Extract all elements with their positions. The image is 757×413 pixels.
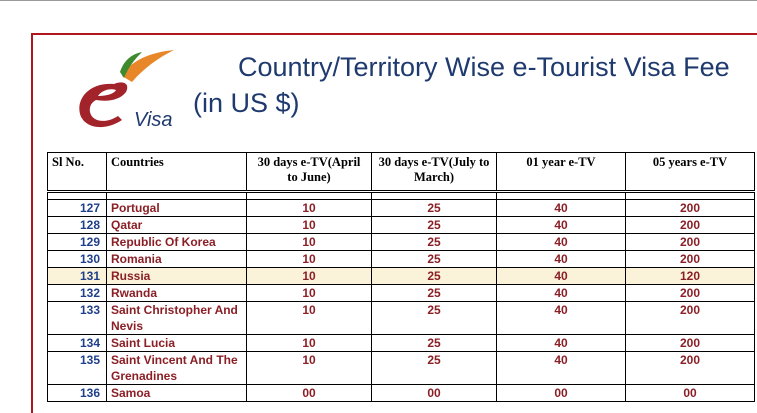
fee-cell: 25 — [371, 334, 497, 352]
country-cell: Portugal — [106, 199, 247, 217]
page-title: Country/Territory Wise e-Tourist Visa Fe… — [238, 52, 730, 82]
fee-cell: 200 — [625, 351, 755, 385]
sl-cell: 129 — [47, 233, 107, 251]
sl-cell: 132 — [47, 284, 107, 302]
fee-cell: 10 — [246, 351, 372, 385]
col-country-header: Countries — [106, 152, 247, 193]
col-30days-jul-mar-header: 30 days e-TV(July to March) — [371, 152, 497, 193]
fee-cell: 200 — [625, 233, 755, 251]
fee-cell: 40 — [496, 199, 626, 217]
country-cell: Saint Lucia — [106, 334, 247, 352]
fee-cell: 200 — [625, 216, 755, 234]
logo-text: Visa — [134, 109, 173, 131]
fee-cell: 25 — [371, 284, 497, 302]
fee-cell: 200 — [625, 284, 755, 302]
fee-cell: 25 — [371, 267, 497, 285]
fee-cell: 200 — [625, 250, 755, 268]
fee-cell: 120 — [625, 267, 755, 285]
country-cell: Saint Christopher And Nevis — [106, 301, 247, 335]
fee-cell: 25 — [371, 199, 497, 217]
country-cell: Samoa — [106, 384, 247, 402]
fee-cell: 10 — [246, 334, 372, 352]
fee-cell: 25 — [371, 351, 497, 385]
fee-cell: 10 — [246, 284, 372, 302]
table-row: 129 Republic Of Korea 10 25 40 200 — [47, 233, 755, 251]
fee-cell: 40 — [496, 233, 626, 251]
table-row: 132 Rwanda 10 25 40 200 — [47, 284, 755, 302]
fee-cell: 40 — [496, 250, 626, 268]
sl-cell: 135 — [47, 351, 107, 385]
col-5years-header: 05 years e-TV — [625, 152, 755, 193]
country-cell: Russia — [106, 267, 247, 285]
col-1year-header: 01 year e-TV — [496, 152, 626, 193]
evisa-logo: Visa — [79, 50, 174, 131]
table-row: 134 Saint Lucia 10 25 40 200 — [47, 334, 755, 352]
fee-cell: 10 — [246, 216, 372, 234]
fee-cell: 00 — [371, 384, 497, 402]
table-row-highlighted: 131 Russia 10 25 40 120 — [47, 267, 755, 285]
sl-cell: 130 — [47, 250, 107, 268]
fee-cell: 40 — [496, 334, 626, 352]
table-row: 135 Saint Vincent And The Grenadines 10 … — [47, 351, 755, 385]
fee-cell: 25 — [371, 233, 497, 251]
fee-cell: 40 — [496, 216, 626, 234]
fee-cell: 00 — [625, 384, 755, 402]
sl-cell: 128 — [47, 216, 107, 234]
fee-cell: 200 — [625, 334, 755, 352]
fee-cell: 25 — [371, 216, 497, 234]
sl-cell: 134 — [47, 334, 107, 352]
page-frame — [31, 33, 757, 413]
page-subtitle: (in US $) — [193, 88, 300, 118]
fee-cell: 00 — [496, 384, 626, 402]
fee-cell: 10 — [246, 267, 372, 285]
country-cell: Qatar — [106, 216, 247, 234]
table-row: 130 Romania 10 25 40 200 — [47, 250, 755, 268]
fee-cell: 200 — [625, 199, 755, 217]
fee-table: Sl No. Countries 30 days e-TV(April to J… — [47, 152, 755, 402]
fee-cell: 25 — [371, 250, 497, 268]
table-row: 127 Portugal 10 25 40 200 — [47, 199, 755, 217]
table-row: 133 Saint Christopher And Nevis 10 25 40… — [47, 301, 755, 335]
fee-cell: 10 — [246, 233, 372, 251]
fee-cell: 40 — [496, 351, 626, 385]
table-row: 128 Qatar 10 25 40 200 — [47, 216, 755, 234]
fee-cell: 40 — [496, 284, 626, 302]
sl-cell: 133 — [47, 301, 107, 335]
table-header-row: Sl No. Countries 30 days e-TV(April to J… — [47, 152, 755, 193]
fee-cell: 40 — [496, 267, 626, 285]
col-sl-header: Sl No. — [47, 152, 107, 193]
fee-cell: 00 — [246, 384, 372, 402]
sl-cell: 136 — [47, 384, 107, 402]
top-rule — [0, 0, 757, 1]
fee-cell: 10 — [246, 199, 372, 217]
sl-cell: 131 — [47, 267, 107, 285]
fee-cell: 10 — [246, 250, 372, 268]
table-row: 136 Samoa 00 00 00 00 — [47, 384, 755, 402]
country-cell: Rwanda — [106, 284, 247, 302]
country-cell: Republic Of Korea — [106, 233, 247, 251]
col-30days-apr-jun-header: 30 days e-TV(April to June) — [246, 152, 372, 193]
country-cell: Romania — [106, 250, 247, 268]
fee-cell: 40 — [496, 301, 626, 335]
sl-cell: 127 — [47, 199, 107, 217]
fee-cell: 25 — [371, 301, 497, 335]
fee-cell: 200 — [625, 301, 755, 335]
fee-cell: 10 — [246, 301, 372, 335]
country-cell: Saint Vincent And The Grenadines — [106, 351, 247, 385]
